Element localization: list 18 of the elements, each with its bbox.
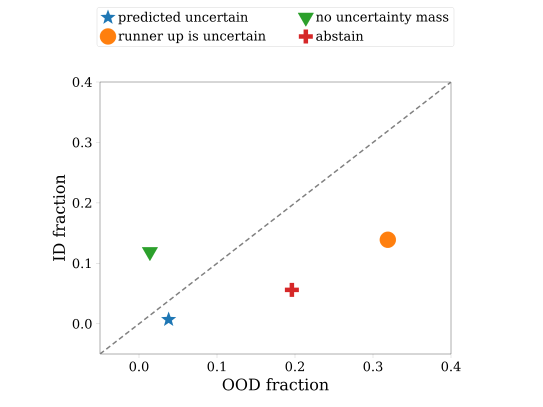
x-tick-label: 0.0 [130,362,148,372]
x-tick-label: 0.1 [208,362,226,372]
legend-label: no uncertainty mass [316,12,448,24]
y-axis-title: ID fraction [52,174,66,261]
x-tick-label: 0.3 [364,362,382,372]
point [161,312,176,326]
legend-label: runner up is uncertain [118,30,266,44]
y-tick-label: 0.1 [72,258,91,268]
legend-label: predicted uncertain [118,12,248,24]
y-tick-label: 0.3 [72,138,92,148]
x-tick-label: 0.4 [442,362,461,372]
y-tick-label: 0.4 [72,77,92,87]
y-tick-label: 0.0 [72,318,92,329]
x-axis-title: OOD fraction [222,378,329,390]
legend-label: abstain [316,30,364,41]
point [380,232,396,248]
x-tick-label: 0.2 [286,362,304,372]
y-tick-label: 0.2 [72,198,92,208]
